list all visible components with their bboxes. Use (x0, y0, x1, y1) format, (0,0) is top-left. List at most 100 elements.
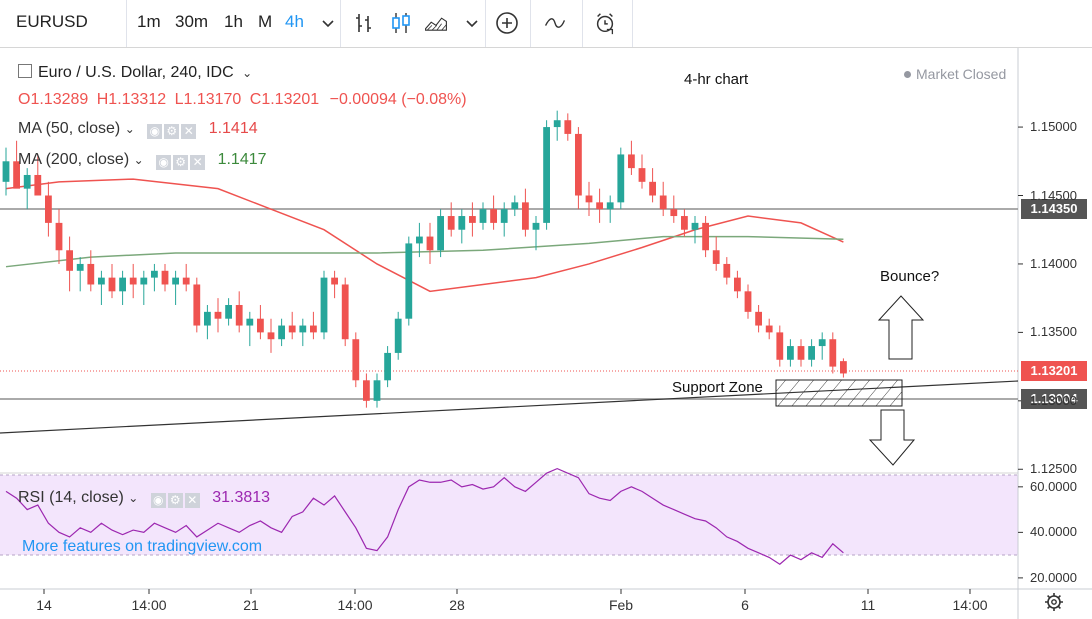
toolbar-divider (485, 0, 486, 47)
candle-body (288, 325, 296, 333)
add-compare-icon[interactable] (495, 10, 519, 36)
candle-body (479, 209, 487, 223)
price-tick-label: 1.13500 (1030, 324, 1077, 340)
time-tick-label: 14 (36, 597, 52, 613)
time-tick-label: 14:00 (952, 597, 988, 613)
candle-body (469, 216, 476, 223)
candle-body (691, 222, 699, 230)
candle-body (23, 174, 31, 189)
candle-body (161, 270, 169, 285)
series-title: Euro / U.S. Dollar, 240, IDC (38, 64, 234, 81)
candle-body (341, 284, 349, 340)
chart-style-dropdown-icon[interactable] (460, 10, 478, 36)
time-tick-label: 14:00 (337, 597, 373, 613)
close-icon[interactable]: ✕ (181, 124, 197, 139)
candle-body (490, 209, 497, 223)
support-zone-box (775, 379, 903, 407)
area-style-icon[interactable] (424, 10, 454, 36)
toolbar-divider (582, 0, 583, 47)
bounce-label: Bounce? (880, 268, 940, 285)
bars-style-icon[interactable] (352, 10, 376, 36)
eye-icon[interactable]: ◉ (156, 155, 172, 170)
indicators-icon[interactable] (543, 10, 571, 36)
candle-body (553, 120, 561, 128)
ma200-label: MA (200, close) (18, 151, 130, 168)
interval-30m[interactable]: 30m (175, 12, 209, 31)
candle-body (352, 339, 360, 381)
low-value: L1.13170 (174, 91, 242, 108)
candle-body (140, 277, 148, 285)
candle-body (108, 277, 116, 292)
candle-body (659, 195, 667, 210)
interval-month[interactable]: M (258, 12, 273, 31)
collapse-legend-icon[interactable] (18, 64, 32, 78)
candle-body (172, 277, 179, 285)
candle-body (394, 318, 402, 353)
interval-4h[interactable]: 4h (285, 12, 304, 31)
interval-dropdown-icon[interactable] (316, 10, 334, 36)
candle-body (776, 332, 784, 360)
price-tick-label: 1.15000 (1030, 119, 1077, 135)
eye-icon[interactable]: ◉ (147, 124, 163, 139)
gear-icon[interactable]: ⚙ (173, 155, 189, 170)
main-legend: Euro / U.S. Dollar, 240, IDC ⌄ (18, 64, 252, 82)
candle-body (2, 161, 10, 182)
candle-body (670, 209, 678, 217)
close-icon[interactable]: ✕ (184, 493, 200, 508)
candle-body (55, 222, 63, 251)
ma50-value: 1.1414 (208, 120, 258, 137)
candle-body (129, 277, 137, 285)
ma-line (5, 178, 844, 293)
gear-icon[interactable]: ⚙ (164, 124, 180, 139)
close-icon[interactable]: ✕ (190, 155, 206, 170)
settings-icon[interactable] (1045, 593, 1063, 611)
time-tick-label: Feb (608, 597, 634, 613)
candle-body (840, 361, 847, 374)
symbol-search[interactable]: EURUSD (16, 12, 88, 31)
price-tick-label: 1.14000 (1030, 255, 1077, 271)
chart-note: 4-hr chart (684, 71, 749, 88)
support-zone-label: Support Zone (672, 379, 763, 396)
ma50-legend: MA (50, close) ⌄ ◉ ⚙ ✕ 1.1414 (18, 120, 258, 139)
candle-body (596, 202, 603, 210)
rsi-tick-label: 20.0000 (1030, 569, 1077, 585)
candle-body (182, 277, 190, 285)
candle-body (681, 216, 688, 230)
candle-body (543, 127, 550, 223)
series-dropdown-icon[interactable]: ⌄ (242, 66, 253, 80)
candle-body (638, 168, 646, 182)
candle-body (744, 291, 752, 312)
close-value: C1.13201 (249, 91, 320, 108)
dropdown-icon[interactable]: ⌄ (124, 122, 135, 136)
last-price-label: 1.13201 (1021, 361, 1087, 381)
more-features-link[interactable]: More features on tradingview.com (22, 538, 263, 555)
candle-body (373, 380, 381, 401)
candle-body (246, 318, 254, 326)
bounce-up-arrow (877, 295, 925, 360)
eye-icon[interactable]: ◉ (150, 493, 166, 508)
candle-body (712, 250, 720, 264)
time-tick-label: 14:00 (131, 597, 167, 613)
candle-body (511, 202, 519, 210)
gear-icon[interactable]: ⚙ (167, 493, 183, 508)
candle-body (702, 222, 709, 251)
candle-body (363, 380, 370, 401)
candles-style-icon[interactable] (389, 10, 413, 36)
toolbar-divider (126, 0, 127, 47)
candle-body (416, 236, 423, 244)
candle-body (649, 181, 656, 196)
candle-body (193, 284, 201, 326)
candle-body (734, 277, 741, 292)
dropdown-icon[interactable]: ⌄ (128, 491, 139, 505)
candlesticks (2, 110, 847, 408)
market-status-text: Market Closed (916, 66, 1007, 82)
dropdown-icon[interactable]: ⌄ (133, 153, 144, 167)
ohlc-legend: O1.13289 H1.13312 L1.13170 C1.13201 −0.0… (18, 91, 467, 109)
candle-body (299, 325, 307, 333)
price-chart[interactable] (0, 48, 1092, 619)
interval-1h[interactable]: 1h (224, 12, 243, 31)
candle-body (320, 277, 328, 333)
candle-body (532, 222, 540, 230)
alert-clock-icon[interactable] (593, 10, 619, 36)
interval-1m[interactable]: 1m (137, 12, 161, 31)
